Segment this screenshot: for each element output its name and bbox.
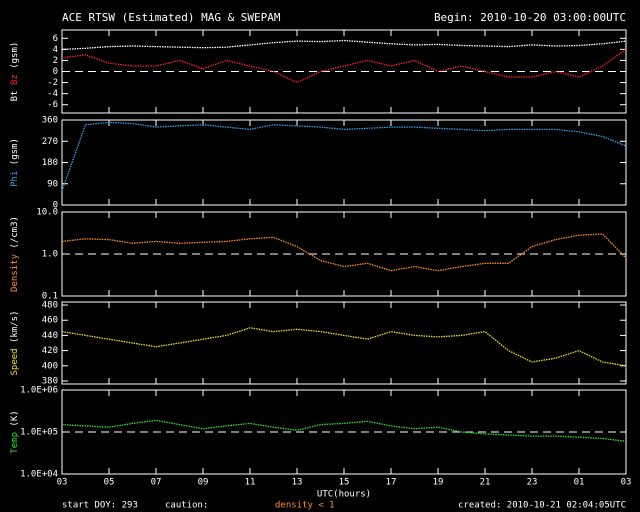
x-tick-label: 05 <box>104 478 115 488</box>
y-tick-label: 0 <box>53 67 58 77</box>
y-axis-unit: (gsm) <box>10 138 20 165</box>
caution: caution: <box>165 501 208 511</box>
created-time: created: 2010-10-21 02:04:05UTC <box>458 501 626 511</box>
legend-entry: Speed <box>10 348 20 375</box>
y-tick-label: 0 <box>53 201 58 211</box>
y-tick-label: 380 <box>42 376 58 386</box>
y-tick-label: 420 <box>42 346 58 356</box>
y-tick-label: 1.0 <box>42 250 58 260</box>
legend-entry: Phi <box>10 171 20 187</box>
start-doy: start DOY: 293 <box>62 501 138 511</box>
y-tick-label: -2 <box>47 78 58 88</box>
y-tick-label: 10.0 <box>36 208 58 218</box>
x-tick-label: 09 <box>198 478 209 488</box>
y-axis-label: Phi (gsm) <box>10 138 20 187</box>
x-tick-label: 17 <box>386 478 397 488</box>
x-tick-label: 03 <box>621 478 632 488</box>
data-line <box>61 233 627 272</box>
x-tick-label: 21 <box>480 478 491 488</box>
x-tick-label: 11 <box>245 478 256 488</box>
y-tick-label: 6 <box>53 34 58 44</box>
data-line <box>61 48 627 84</box>
y-tick-label: 1.0E+05 <box>20 428 58 438</box>
panel-frame <box>61 119 627 206</box>
data-line <box>61 419 627 442</box>
y-tick-label: 360 <box>42 116 58 126</box>
y-tick-label: 0.1 <box>42 292 58 302</box>
legend-entry: Bz <box>10 74 20 85</box>
y-tick-label: 1.0E+06 <box>20 386 58 396</box>
y-tick-label: 400 <box>42 361 58 371</box>
x-tick-label: 23 <box>527 478 538 488</box>
y-tick-label: 2 <box>53 56 58 66</box>
legend-entry: Density <box>10 253 20 292</box>
y-axis-unit: (/cm3) <box>10 216 20 249</box>
y-axis-unit: (K) <box>10 410 20 426</box>
y-axis-label: Bt Bz (gsm) <box>10 42 20 102</box>
panel-frame <box>61 301 627 385</box>
y-axis-label: Speed (km/s) <box>10 310 20 375</box>
y-tick-label: 440 <box>42 331 58 341</box>
chart-title: ACE RTSW (Estimated) MAG & SWEPAM <box>62 11 281 24</box>
y-axis-unit: (km/s) <box>10 310 20 343</box>
legend-entry: Temp <box>10 432 20 454</box>
y-tick-label: 480 <box>42 301 58 311</box>
x-axis-label: UTC(hours) <box>317 490 371 500</box>
y-tick-label: -6 <box>47 100 58 110</box>
x-tick-label: 01 <box>574 478 585 488</box>
y-tick-label: 270 <box>42 137 58 147</box>
data-line <box>61 39 627 51</box>
y-tick-label: -4 <box>47 89 58 99</box>
y-axis-label: Temp (K) <box>10 410 20 453</box>
y-axis-label: Density (/cm3) <box>10 216 20 292</box>
begin-time: Begin: 2010-10-20 03:00:00UTC <box>434 11 626 24</box>
y-tick-label: 460 <box>42 316 58 326</box>
y-axis-unit: (gsm) <box>10 42 20 69</box>
density-note: density < 1 <box>275 501 335 511</box>
data-line <box>61 327 627 367</box>
y-tick-label: 1.0E+04 <box>20 470 58 480</box>
y-tick-label: 4 <box>53 45 58 55</box>
x-tick-label: 13 <box>292 478 303 488</box>
y-tick-label: 180 <box>42 158 58 168</box>
data-line <box>61 121 627 192</box>
x-tick-label: 03 <box>57 478 68 488</box>
y-tick-label: 90 <box>47 179 58 189</box>
x-tick-label: 07 <box>151 478 162 488</box>
legend-entry: Bt <box>10 90 20 101</box>
x-tick-label: 19 <box>433 478 444 488</box>
x-tick-label: 15 <box>339 478 350 488</box>
